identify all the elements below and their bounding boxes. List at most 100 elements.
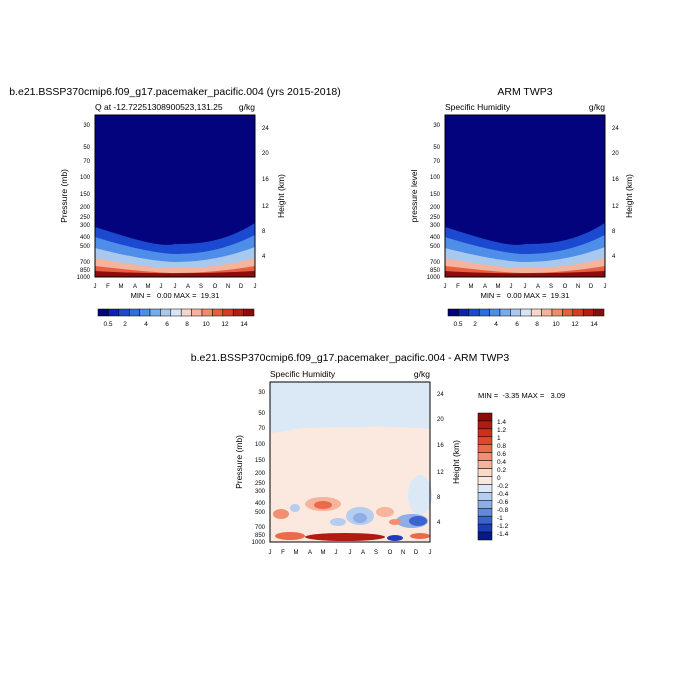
x-tick: J — [444, 284, 447, 290]
panel-model-colorbar-labels: 0.5 2 4 6 8 10 12 14 — [103, 321, 248, 328]
colorbar-cell — [458, 308, 470, 317]
colorbar-label: 1 — [497, 435, 501, 442]
panel-obs-stats: MIN = 0.00 MAX = 19.31 — [481, 291, 570, 300]
colorbar-cell — [477, 452, 493, 461]
x-tick: O — [388, 550, 393, 556]
y-tick: 400 — [430, 235, 441, 241]
panel-obs-frame — [444, 114, 606, 278]
x-tick: J — [174, 284, 177, 290]
height-tick: 24 — [437, 392, 444, 398]
colorbar-label: -1.4 — [497, 531, 509, 538]
colorbar-label: 6 — [165, 321, 169, 328]
colorbar-cell — [489, 308, 501, 317]
panel-diff-blobs — [273, 475, 432, 541]
colorbar-label: 1.4 — [497, 419, 506, 426]
y-tick: 500 — [80, 244, 91, 250]
colorbar-label: -0.6 — [497, 499, 509, 506]
band-6 — [445, 271, 605, 277]
x-tick: J — [510, 284, 513, 290]
x-tick: J — [160, 284, 163, 290]
y-tick: 50 — [83, 145, 90, 151]
colorbar-label: -0.4 — [497, 491, 509, 498]
x-tick: M — [146, 284, 151, 290]
colorbar-label: 0.2 — [497, 467, 506, 474]
y-tick: 150 — [430, 192, 441, 198]
diff-blob — [389, 519, 401, 525]
y-tick: 400 — [255, 501, 266, 507]
x-tick: N — [576, 284, 580, 290]
y-tick: 700 — [80, 260, 91, 266]
panel-diff-frame — [269, 381, 431, 543]
y-tick: 300 — [255, 489, 266, 495]
panel-model-right-label: g/kg — [239, 102, 255, 112]
height-tick: 12 — [262, 204, 269, 210]
panel-diff-y-ticks: 30 50 70 100 150 200 250 300 400 500 700… — [252, 390, 266, 546]
diff-upper-negative — [270, 382, 430, 433]
colorbar-label: 0.4 — [497, 459, 506, 466]
x-tick: M — [469, 284, 474, 290]
height-tick: 4 — [262, 254, 266, 260]
colorbar-label: 0.8 — [497, 443, 506, 450]
x-tick: J — [94, 284, 97, 290]
diff-blob — [273, 509, 289, 519]
y-tick: 100 — [80, 175, 91, 181]
colorbar-cell — [499, 308, 511, 317]
colorbar-label: 8 — [185, 321, 189, 328]
diff-blob — [409, 516, 427, 526]
y-tick: 250 — [430, 215, 441, 221]
x-tick: J — [524, 284, 527, 290]
diff-blob — [330, 518, 346, 526]
colorbar-label: 14 — [240, 321, 248, 328]
panel-obs-title: ARM TWP3 — [497, 86, 552, 98]
colorbar-cell — [232, 308, 244, 317]
panel-obs-y-ticks: 30 50 70 100 150 200 250 300 400 500 700… — [427, 123, 441, 281]
height-tick: 16 — [262, 177, 269, 183]
colorbar-cell — [477, 444, 493, 453]
diff-blob — [376, 507, 394, 517]
colorbar-cell — [191, 308, 203, 317]
height-tick: 24 — [262, 126, 269, 132]
panel-diff-title: b.e21.BSSP370cmip6.f09_g17.pacemaker_pac… — [191, 352, 510, 364]
colorbar-cell — [477, 468, 493, 477]
x-tick: J — [269, 550, 272, 556]
panel-model-colorbar-cells — [97, 308, 255, 317]
x-tick: J — [349, 550, 352, 556]
y-tick: 30 — [258, 390, 265, 396]
colorbar-label: 4 — [494, 321, 498, 328]
panel-model-bands — [95, 223, 255, 277]
panel-model-y-ticks: 30 50 70 100 150 200 250 300 400 500 700… — [77, 123, 91, 281]
y-tick: 1000 — [77, 275, 91, 281]
colorbar-cell — [477, 476, 493, 485]
x-tick: A — [536, 284, 540, 290]
diff-blob — [408, 475, 432, 515]
y-tick: 150 — [255, 458, 266, 464]
y-tick: 70 — [433, 159, 440, 165]
panel-diff: b.e21.BSSP370cmip6.f09_g17.pacemaker_pac… — [191, 352, 565, 556]
x-tick: M — [294, 550, 299, 556]
diff-blob — [314, 501, 332, 509]
x-tick: F — [281, 550, 285, 556]
height-tick: 20 — [262, 151, 269, 157]
colorbar-cell — [477, 492, 493, 501]
panel-diff-colorbar-cells — [477, 412, 493, 541]
colorbar-cell — [477, 420, 493, 430]
y-tick: 1000 — [252, 540, 266, 546]
colorbar-cell — [160, 308, 172, 317]
panel-obs-x-ticks: J F M A M J J A S O N D J — [444, 284, 607, 290]
colorbar-label: -1 — [497, 515, 503, 522]
y-tick: 300 — [80, 223, 91, 229]
height-tick: 8 — [437, 495, 441, 501]
colorbar-cell — [477, 428, 493, 438]
colorbar-label: 0.5 — [453, 321, 462, 328]
x-tick: A — [308, 550, 312, 556]
panel-model-colorbar: 0.5 2 4 6 8 10 12 14 — [97, 308, 255, 328]
colorbar-cell — [477, 500, 493, 509]
colorbar-label: 12 — [571, 321, 579, 328]
panel-obs-bands — [445, 223, 605, 277]
y-tick: 50 — [258, 411, 265, 417]
height-tick: 4 — [612, 254, 616, 260]
panel-obs-height-ticks: 4 8 12 16 20 24 — [612, 126, 619, 260]
height-tick: 8 — [262, 229, 266, 235]
colorbar-label: 8 — [535, 321, 539, 328]
y-tick: 850 — [255, 533, 266, 539]
